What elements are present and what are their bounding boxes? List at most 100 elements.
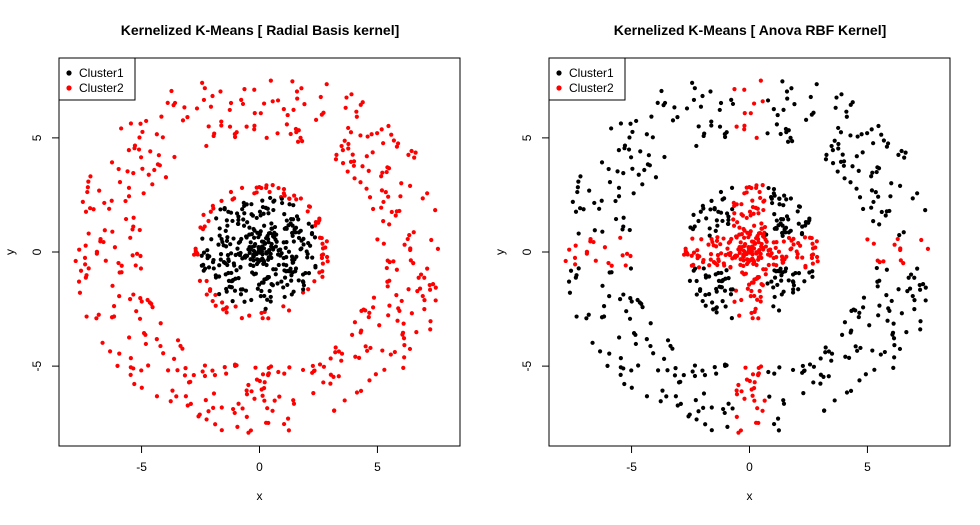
data-point (878, 352, 883, 357)
data-point (259, 310, 264, 316)
data-point (748, 294, 753, 299)
data-point (161, 351, 166, 356)
data-point (708, 257, 713, 262)
data-point (313, 117, 319, 122)
data-point (402, 343, 407, 348)
data-point (324, 254, 330, 260)
data-point (715, 223, 720, 228)
data-point (772, 371, 777, 376)
data-point (130, 227, 135, 232)
data-point (772, 275, 778, 280)
data-point (290, 217, 296, 222)
data-point (849, 308, 854, 313)
data-point (252, 191, 257, 196)
data-point (567, 247, 572, 252)
legend: Cluster1 Cluster2 (58, 57, 136, 101)
data-point (781, 401, 787, 406)
data-point (718, 100, 724, 106)
data-point (313, 265, 318, 270)
data-point (789, 86, 794, 91)
data-point (801, 391, 806, 396)
data-point (127, 297, 133, 302)
data-point (270, 183, 275, 188)
data-point (925, 246, 931, 251)
data-point (749, 185, 754, 191)
data-point (736, 382, 741, 388)
data-point (672, 373, 678, 378)
data-point (219, 405, 224, 410)
data-point (754, 135, 759, 140)
data-point (115, 363, 120, 368)
data-point (670, 118, 676, 123)
data-point (730, 207, 735, 212)
data-point (856, 168, 861, 173)
data-point (236, 276, 241, 281)
data-point (311, 391, 316, 396)
data-point (618, 365, 623, 370)
data-point (850, 164, 855, 169)
data-point (709, 236, 714, 242)
data-point (601, 304, 607, 309)
legend-label-cluster1: Cluster1 (569, 66, 614, 80)
data-point (210, 298, 215, 304)
data-point (213, 292, 218, 298)
data-point (719, 279, 724, 284)
data-point (275, 281, 280, 286)
data-point (567, 290, 573, 295)
data-point (747, 378, 752, 384)
data-point (655, 100, 660, 105)
data-point (577, 206, 583, 211)
data-point (760, 234, 766, 239)
data-point (760, 183, 765, 188)
data-point (252, 243, 257, 248)
data-point (128, 365, 133, 370)
data-point (836, 141, 841, 147)
data-point (910, 196, 915, 201)
data-point (233, 276, 238, 281)
data-point (107, 349, 113, 354)
data-point (91, 207, 96, 212)
data-point (282, 294, 287, 300)
data-point (401, 321, 406, 326)
data-point (600, 229, 605, 234)
data-point (857, 378, 862, 383)
data-point (128, 235, 133, 240)
data-point (601, 314, 607, 319)
data-point (645, 162, 651, 167)
data-point (400, 330, 406, 335)
x-tick-label: 0 (256, 460, 263, 474)
panel-anova-rbf: Kernelized K-Means [ Anova RBF Kernel] -… (493, 22, 951, 503)
data-point (901, 230, 906, 235)
data-point (417, 286, 423, 291)
data-point (231, 236, 236, 241)
data-point (285, 282, 290, 288)
data-point (882, 349, 887, 355)
data-point (226, 270, 231, 276)
data-point (256, 248, 261, 253)
data-point (844, 109, 849, 114)
data-point (222, 365, 227, 370)
data-point (609, 270, 614, 275)
data-point (729, 97, 734, 102)
data-point (829, 351, 835, 356)
data-point (116, 260, 121, 266)
data-point (325, 259, 330, 264)
data-point (145, 297, 150, 303)
data-point (292, 257, 297, 262)
data-point (150, 182, 155, 187)
data-point (756, 211, 761, 216)
data-point (197, 278, 203, 283)
data-point (425, 191, 430, 196)
data-point (618, 372, 623, 377)
data-point (875, 284, 880, 289)
data-point (306, 287, 311, 292)
data-point (266, 275, 271, 280)
data-point (747, 232, 752, 237)
data-point (915, 266, 920, 271)
data-point (741, 254, 746, 259)
data-point (402, 355, 407, 360)
data-point (855, 134, 860, 139)
legend-label-cluster2: Cluster2 (569, 81, 614, 95)
data-point (616, 148, 621, 153)
